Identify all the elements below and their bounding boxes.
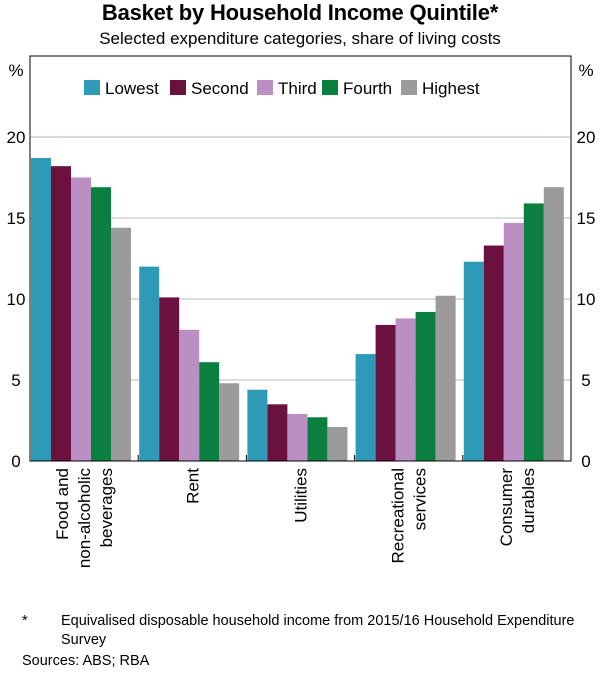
bar-lowest <box>247 389 268 461</box>
bar-third <box>503 222 524 461</box>
legend-swatch-second <box>170 80 186 95</box>
y-tick-label-right: 20 <box>577 128 596 147</box>
chart-subtitle: Selected expenditure categories, share o… <box>99 29 501 48</box>
bar-highest <box>543 187 564 461</box>
category-label: Utilities <box>292 468 311 523</box>
bar-second <box>375 324 396 461</box>
y-unit-label-right: % <box>578 61 593 80</box>
category-label: Recreational <box>389 468 408 563</box>
y-tick-label-left: 20 <box>7 128 26 147</box>
footnote-text: Equivalised disposable household income … <box>61 613 575 648</box>
bar-lowest <box>139 266 160 461</box>
bar-chart: 0 0 5 5 10 10 15 15 20 20%% Lowest Second Third Four… <box>7 55 596 569</box>
legend-label-lowest: Lowest <box>105 79 159 98</box>
category-label: Rent <box>183 468 202 504</box>
chart-title: Basket by Household Income Quintile* <box>101 0 499 25</box>
bar-lowest <box>31 158 51 461</box>
y-tick-label-left: 5 <box>11 371 20 390</box>
sources: Sources: ABS; RBA <box>22 653 150 669</box>
y-tick-label-left: 0 <box>11 452 20 471</box>
bar-second <box>267 404 288 461</box>
bar-highest <box>111 227 131 461</box>
legend-swatch-lowest <box>84 80 100 95</box>
y-unit-label-left: % <box>8 61 23 80</box>
legend-label-highest: Highest <box>422 79 480 98</box>
bar-fourth <box>523 203 544 462</box>
bar-highest <box>327 426 348 461</box>
bar-third <box>287 414 308 461</box>
y-tick-label-left: 10 <box>7 290 26 309</box>
y-tick-label-right: 5 <box>581 371 590 390</box>
category-label: Consumer <box>497 468 516 547</box>
category-label: Food and <box>53 468 72 540</box>
footnote-marker: * <box>22 613 28 629</box>
legend-swatch-highest <box>401 80 417 95</box>
plot-frame <box>29 55 572 462</box>
bar-fourth <box>415 311 436 461</box>
y-tick-label-right: 0 <box>581 452 590 471</box>
bar-highest <box>435 295 456 461</box>
legend-swatch-third <box>257 80 273 95</box>
bar-third <box>179 329 200 461</box>
bar-third <box>395 318 416 461</box>
y-tick-label-right: 10 <box>577 290 596 309</box>
bar-third <box>71 177 91 461</box>
bar-second <box>159 297 180 461</box>
bar-fourth <box>91 187 111 461</box>
y-tick-label-right: 15 <box>577 209 596 228</box>
category-label: durables <box>519 468 538 533</box>
legend-label-second: Second <box>191 79 249 98</box>
category-label: non-alcoholic <box>75 468 94 569</box>
category-label: beverages <box>97 468 116 547</box>
bar-second <box>51 166 71 461</box>
bar-lowest <box>463 261 484 461</box>
bar-lowest <box>355 354 376 461</box>
bar-second <box>483 245 504 461</box>
bar-highest <box>219 383 240 461</box>
legend-label-fourth: Fourth <box>343 79 392 98</box>
category-label: services <box>411 468 430 530</box>
legend-label-third: Third <box>278 79 317 98</box>
y-tick-label-left: 15 <box>7 209 26 228</box>
bar-fourth <box>307 417 328 461</box>
legend-swatch-fourth <box>322 80 338 95</box>
bar-fourth <box>199 362 220 461</box>
